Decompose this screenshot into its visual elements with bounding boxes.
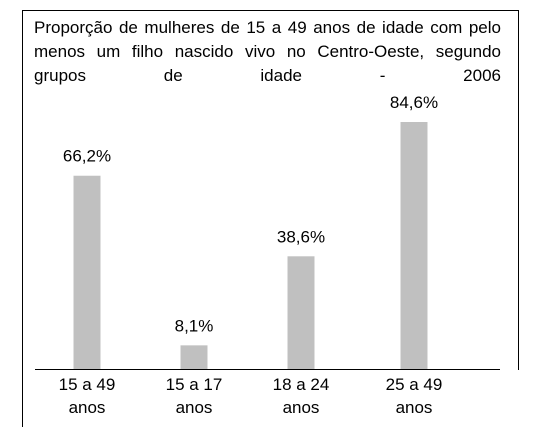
bar: [180, 345, 208, 369]
data-label: 8,1%: [175, 316, 214, 335]
x-tick-label: 15 a 49 anos: [58, 375, 116, 417]
data-label: 66,2%: [63, 147, 111, 166]
data-label: 38,6%: [277, 227, 325, 246]
bar: [400, 122, 428, 369]
x-tick-label: 15 a 17 anos: [165, 375, 223, 417]
chart-title: Proporção de mulheres de 15 a 49 anos de…: [34, 18, 501, 85]
bar: [287, 256, 315, 369]
x-tick-label: 18 a 24 anos: [272, 375, 330, 417]
data-label: 84,6%: [390, 93, 438, 112]
bar: [73, 175, 101, 369]
x-tick-label: 25 a 49 anos: [385, 375, 443, 417]
